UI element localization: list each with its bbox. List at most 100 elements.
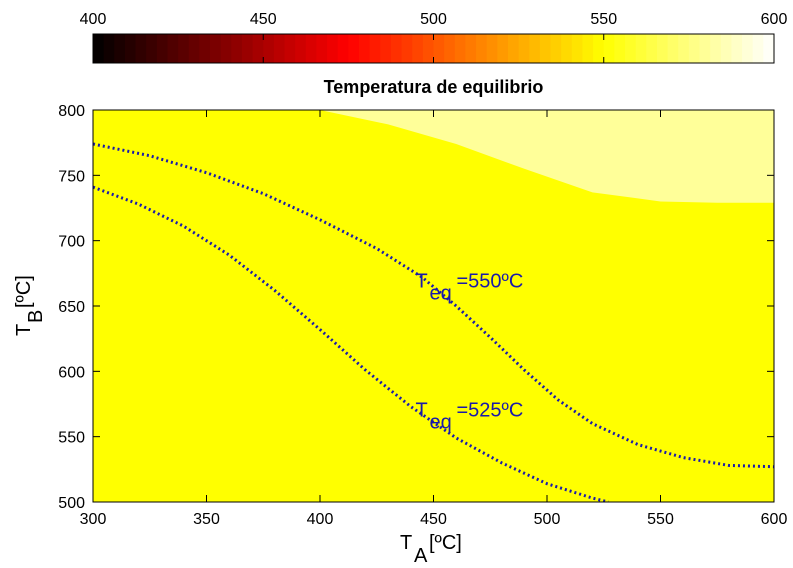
colorbar-tick-label: 550 [590, 11, 617, 28]
colorbar-cell [93, 34, 105, 63]
colorbar-cell [454, 34, 467, 63]
colorbar-cell [199, 34, 211, 63]
colorbar-cell [359, 34, 371, 63]
colorbar-cell [476, 34, 488, 63]
colorbar-cell [582, 34, 594, 63]
colorbar-cell [529, 34, 541, 63]
colorbar-cell [188, 34, 201, 63]
y-tick-label: 600 [58, 364, 85, 381]
colorbar-cell [561, 34, 573, 63]
colorbar-cell [401, 34, 413, 63]
colorbar-cell [422, 34, 435, 63]
colorbar-cell [593, 34, 605, 63]
x-tick-label: 300 [80, 511, 107, 528]
colorbar-cell [114, 34, 126, 63]
colorbar-cell [656, 34, 669, 63]
contour-band [93, 110, 774, 502]
colorbar-cell [465, 34, 477, 63]
colorbar-cell [667, 34, 679, 63]
colorbar-cell [444, 34, 456, 63]
colorbar-cell [539, 34, 552, 63]
colorbar-cell [178, 34, 190, 63]
colorbar-tick-label: 400 [80, 11, 107, 28]
colorbar-cell [284, 34, 296, 63]
y-tick-label: 800 [58, 103, 85, 120]
axes: 300 350 400 450 500 550 600 500 550 600 650 700 750 8… [13, 103, 787, 567]
y-axis-label: TB [ºC] [13, 275, 47, 336]
colorbar-cell [614, 34, 626, 63]
colorbar-cell [412, 34, 424, 63]
colorbar-cell [752, 34, 764, 63]
dotted-contour-line [93, 185, 609, 502]
contour-band-top [93, 110, 774, 203]
chart-title: Temperatura de equilibrio [324, 77, 544, 97]
colorbar-cell [635, 34, 647, 63]
colorbar-cell [646, 34, 658, 63]
colorbar-cell [263, 34, 275, 63]
y-tick-label: 500 [58, 495, 85, 512]
contour-label-sub: eq [430, 412, 452, 434]
y-tick-label: 650 [58, 299, 85, 316]
colorbar-cell [763, 34, 775, 63]
colorbar-cell [124, 34, 137, 63]
colorbar-cell [295, 34, 307, 63]
colorbar-cell [348, 34, 360, 63]
colorbar-cell [625, 34, 637, 63]
colorbar-cell [497, 34, 509, 63]
contour-fills [93, 110, 774, 502]
x-axis-label-main: T [400, 532, 412, 554]
colorbar: 400 450 500 550 600 [80, 11, 788, 64]
dotted-contour-line [93, 142, 774, 469]
x-tick-label: 600 [761, 511, 788, 528]
x-tick-label: 450 [420, 511, 447, 528]
colorbar-cell [550, 34, 562, 63]
colorbar-tick-label: 450 [250, 11, 277, 28]
colorbar-cell [337, 34, 349, 63]
colorbar-cell [241, 34, 254, 63]
colorbar-cell [380, 34, 392, 63]
contour-label-main: T [416, 400, 428, 422]
x-axis-label-unit: [ºC] [429, 532, 462, 554]
colorbar-cell [507, 34, 520, 63]
colorbar-cell [167, 34, 179, 63]
y-tick-label: 750 [58, 168, 85, 185]
colorbar-cell [731, 34, 743, 63]
colorbar-cell [231, 34, 243, 63]
y-tick-label: 550 [58, 430, 85, 447]
contour-label-main: T [416, 270, 428, 292]
colorbar-cell [486, 34, 498, 63]
y-axis-label-unit: [ºC] [13, 275, 35, 308]
colorbar-cell [220, 34, 232, 63]
y-axis-label-sub: B [25, 310, 47, 323]
colorbar-cell [156, 34, 169, 63]
x-tick-label: 350 [193, 511, 220, 528]
colorbar-cell [688, 34, 701, 63]
colorbar-cell [327, 34, 339, 63]
colorbar-cell [146, 34, 158, 63]
colorbar-cell [571, 34, 584, 63]
colorbar-cell [603, 34, 615, 63]
colorbar-cell [252, 34, 264, 63]
colorbar-cell [518, 34, 530, 63]
colorbar-cell [433, 34, 445, 63]
colorbar-cell [390, 34, 403, 63]
colorbar-cell [316, 34, 328, 63]
colorbar-cell [103, 34, 115, 63]
colorbar-cell [678, 34, 690, 63]
colorbar-cell [210, 34, 222, 63]
colorbar-cell [305, 34, 318, 63]
colorbar-cell [699, 34, 711, 63]
colorbar-cell [742, 34, 754, 63]
contour-label-sub: eq [430, 282, 452, 304]
x-tick-label: 550 [647, 511, 674, 528]
x-tick-label: 500 [534, 511, 561, 528]
x-tick-label: 400 [307, 511, 334, 528]
colorbar-cell [273, 34, 286, 63]
x-axis-label-sub: A [414, 545, 428, 567]
y-axis-label-main: T [13, 324, 35, 336]
colorbar-tick-label: 600 [761, 11, 788, 28]
y-tick-label: 700 [58, 234, 85, 251]
contour-label-value: =525ºC [457, 400, 524, 422]
